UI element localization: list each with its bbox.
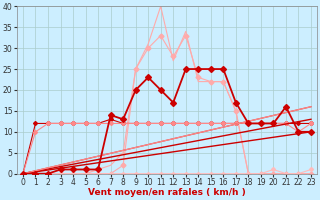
X-axis label: Vent moyen/en rafales ( km/h ): Vent moyen/en rafales ( km/h ) <box>88 188 246 197</box>
